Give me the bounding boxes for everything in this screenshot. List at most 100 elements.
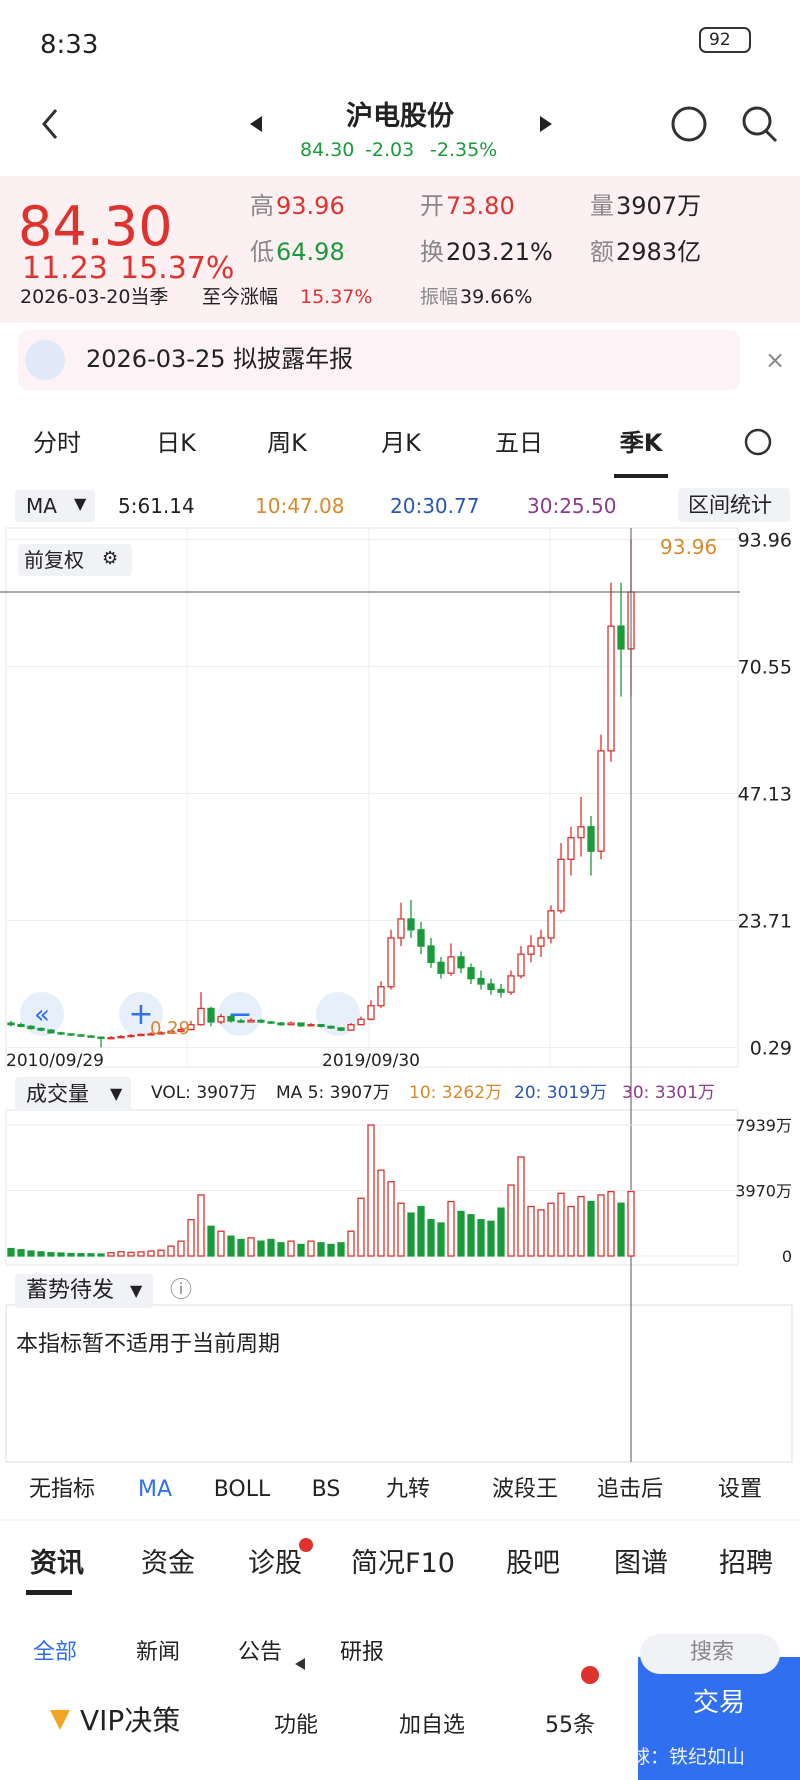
vip-text[interactable]: VIP决策	[80, 1704, 181, 1737]
news-tab[interactable]: 简况F10	[351, 1548, 455, 1579]
sub-tab[interactable]: 研报	[339, 1640, 385, 1665]
candle-body	[277, 1022, 285, 1026]
indicator-tab[interactable]: 九转	[385, 1477, 431, 1502]
candle-body	[257, 1019, 265, 1023]
trade-button[interactable]	[638, 1657, 800, 1780]
refresh-icon[interactable]	[671, 106, 707, 142]
period-tab[interactable]: 日K	[156, 429, 196, 457]
candle-body	[237, 1020, 245, 1023]
info-icon[interactable]: ⓘ	[170, 1278, 193, 1303]
sub-tab[interactable]: 全部	[32, 1640, 78, 1665]
indicator-tab[interactable]: 设置	[717, 1477, 763, 1502]
news-tab[interactable]: 股吧	[506, 1548, 560, 1579]
settings-icon[interactable]	[744, 428, 772, 456]
volume-bar	[507, 1184, 515, 1257]
period-tab[interactable]: 月K	[381, 429, 421, 457]
trade-text[interactable]: 交易	[692, 1688, 746, 1718]
news-tab[interactable]: 资讯	[30, 1548, 84, 1579]
candle-body	[217, 1015, 225, 1023]
news-tab[interactable]: 诊股	[248, 1548, 302, 1579]
dropdown-icon: ▼	[74, 494, 87, 513]
volume-bar	[257, 1240, 265, 1257]
period-tab[interactable]: 周K	[267, 429, 307, 457]
zoom-out[interactable]	[218, 992, 262, 1036]
indicator-message: 本指标暂不适用于当前周期	[16, 1332, 281, 1357]
candle-body	[137, 1033, 145, 1037]
volume-bar	[47, 1252, 55, 1257]
nav-button[interactable]	[20, 992, 64, 1036]
price-frame	[5, 527, 739, 1068]
indicator-tab[interactable]: MA	[137, 1477, 173, 1502]
volume-bar	[347, 1230, 355, 1257]
candle-body	[57, 1032, 65, 1035]
prev-icon[interactable]	[250, 116, 262, 132]
candle-body	[497, 988, 505, 993]
volume-bar	[107, 1252, 115, 1257]
indicator-tab[interactable]: 波段王	[491, 1477, 559, 1502]
volume-bar	[237, 1238, 245, 1257]
volume-bar	[607, 1190, 615, 1257]
adjust-text: 前复权	[24, 548, 84, 572]
indicator-selector[interactable]	[15, 1274, 153, 1308]
candle-body	[317, 1024, 325, 1027]
adjust-box[interactable]	[18, 544, 132, 576]
stat-label: 高	[250, 192, 274, 220]
indicator-tab[interactable]: BS	[311, 1477, 341, 1502]
candle-body	[87, 1035, 95, 1038]
search-text: 搜索	[690, 1640, 735, 1665]
news-tab[interactable]: 招聘	[719, 1548, 773, 1579]
back-icon[interactable]	[42, 109, 58, 139]
search-icon	[764, 129, 778, 143]
volume-legend-item: MA 5: 3907万	[276, 1083, 390, 1103]
volume-bar	[337, 1242, 345, 1257]
candle-body	[597, 750, 605, 852]
ma-selector[interactable]	[15, 490, 95, 522]
volume-bar	[67, 1252, 75, 1257]
search-box[interactable]	[640, 1634, 780, 1674]
min-label: 0.29	[150, 1018, 191, 1039]
volume-bar	[517, 1156, 525, 1257]
period-tab[interactable]: 五日	[495, 429, 543, 457]
search-icon[interactable]	[742, 106, 772, 136]
zoom-in[interactable]	[119, 992, 163, 1036]
quote-bg	[0, 176, 800, 323]
header-percent: -2.35%	[430, 139, 498, 161]
y-tick-label: 93.96	[738, 530, 792, 552]
indicator-tab[interactable]: 追击后	[596, 1477, 664, 1502]
volume-selector[interactable]	[15, 1077, 131, 1111]
sub-tab[interactable]: 公告	[237, 1640, 283, 1665]
candle-body	[157, 1032, 165, 1035]
quote-period: 2026-03-20当季	[20, 286, 169, 308]
range-button[interactable]	[678, 488, 790, 522]
candle-body	[27, 1025, 35, 1030]
indicator-tab[interactable]: 无指标	[28, 1477, 96, 1502]
period-tab[interactable]: 分时	[33, 429, 81, 457]
y-tick-label: 0	[782, 1247, 792, 1266]
candle-body	[127, 1034, 135, 1038]
function-text[interactable]: 功能	[273, 1713, 319, 1738]
news-tab[interactable]: 资金	[141, 1548, 195, 1579]
volume-bar	[127, 1251, 135, 1257]
news-tab[interactable]: 图谱	[614, 1548, 668, 1579]
stock-title: 沪电股份	[346, 101, 454, 132]
stat-value: 64.98	[276, 238, 345, 266]
volume-legend-item: 10: 3262万	[409, 1083, 503, 1103]
volume-bar	[487, 1220, 495, 1257]
volume-bar	[247, 1237, 255, 1257]
next-icon[interactable]	[540, 116, 552, 132]
watch-text[interactable]: 加自选	[398, 1713, 466, 1738]
header-price: 84.30	[300, 139, 355, 161]
period-tab[interactable]: 季K	[619, 429, 663, 457]
quote-price: 84.30	[18, 195, 173, 258]
notice-bg	[18, 330, 740, 390]
stat-value: 93.96	[276, 192, 345, 220]
volume-bar	[367, 1124, 375, 1257]
candle-body	[187, 1024, 195, 1031]
zoom-in-icon: +	[128, 997, 153, 1032]
indicator-tab[interactable]: BOLL	[213, 1477, 271, 1502]
ask-text[interactable]: 55条	[545, 1713, 595, 1738]
sub-tab[interactable]: 新闻	[135, 1640, 181, 1665]
close-icon[interactable]: ×	[765, 346, 785, 374]
indicator-frame	[5, 1304, 793, 1463]
